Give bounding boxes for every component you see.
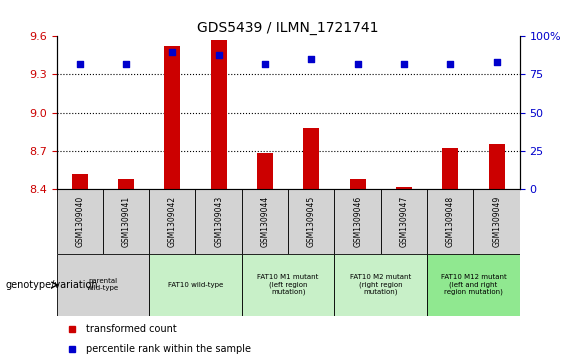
Bar: [118, 179, 134, 189]
Text: parental
wild-type: parental wild-type: [87, 278, 119, 291]
Text: GSM1309045: GSM1309045: [307, 196, 316, 247]
FancyBboxPatch shape: [427, 254, 520, 316]
FancyBboxPatch shape: [242, 254, 334, 316]
FancyBboxPatch shape: [473, 189, 520, 254]
Bar: [442, 148, 458, 189]
Text: GSM1309048: GSM1309048: [446, 196, 455, 247]
FancyBboxPatch shape: [381, 189, 427, 254]
FancyBboxPatch shape: [56, 189, 103, 254]
FancyBboxPatch shape: [103, 189, 149, 254]
Text: GSM1309044: GSM1309044: [260, 196, 270, 247]
Bar: [257, 153, 273, 189]
Text: percentile rank within the sample: percentile rank within the sample: [86, 344, 251, 354]
Point: [75, 61, 84, 67]
Bar: [164, 46, 180, 189]
FancyBboxPatch shape: [195, 189, 242, 254]
Point: [307, 56, 316, 62]
Bar: [211, 40, 227, 189]
Bar: [489, 144, 505, 189]
Text: FAT10 M1 mutant
(left region
mutation): FAT10 M1 mutant (left region mutation): [258, 274, 319, 295]
Point: [260, 61, 270, 67]
Text: transformed count: transformed count: [86, 325, 177, 334]
Point: [492, 59, 501, 65]
FancyBboxPatch shape: [334, 189, 381, 254]
Text: GSM1309041: GSM1309041: [121, 196, 131, 247]
Point: [399, 61, 408, 67]
Text: GSM1309047: GSM1309047: [399, 196, 408, 247]
Point: [214, 52, 223, 57]
Text: GSM1309046: GSM1309046: [353, 196, 362, 247]
FancyBboxPatch shape: [56, 254, 149, 316]
FancyBboxPatch shape: [334, 254, 427, 316]
Point: [353, 61, 362, 67]
FancyBboxPatch shape: [288, 189, 334, 254]
Text: GSM1309042: GSM1309042: [168, 196, 177, 247]
FancyBboxPatch shape: [242, 189, 288, 254]
Text: FAT10 M2 mutant
(right region
mutation): FAT10 M2 mutant (right region mutation): [350, 274, 411, 295]
Bar: [350, 179, 366, 189]
Point: [121, 61, 131, 67]
Point: [446, 61, 455, 67]
Text: GSM1309043: GSM1309043: [214, 196, 223, 247]
Text: GSM1309040: GSM1309040: [75, 196, 84, 247]
Bar: [303, 128, 319, 189]
Bar: [396, 188, 412, 189]
FancyBboxPatch shape: [149, 254, 242, 316]
Bar: [72, 174, 88, 189]
Text: GSM1309049: GSM1309049: [492, 196, 501, 247]
Text: FAT10 wild-type: FAT10 wild-type: [168, 282, 223, 288]
Text: FAT10 M12 mutant
(left and right
region mutation): FAT10 M12 mutant (left and right region …: [441, 274, 506, 295]
Text: genotype/variation: genotype/variation: [6, 280, 98, 290]
Point: [168, 49, 177, 54]
Title: GDS5439 / ILMN_1721741: GDS5439 / ILMN_1721741: [197, 21, 379, 35]
FancyBboxPatch shape: [149, 189, 195, 254]
FancyBboxPatch shape: [427, 189, 473, 254]
